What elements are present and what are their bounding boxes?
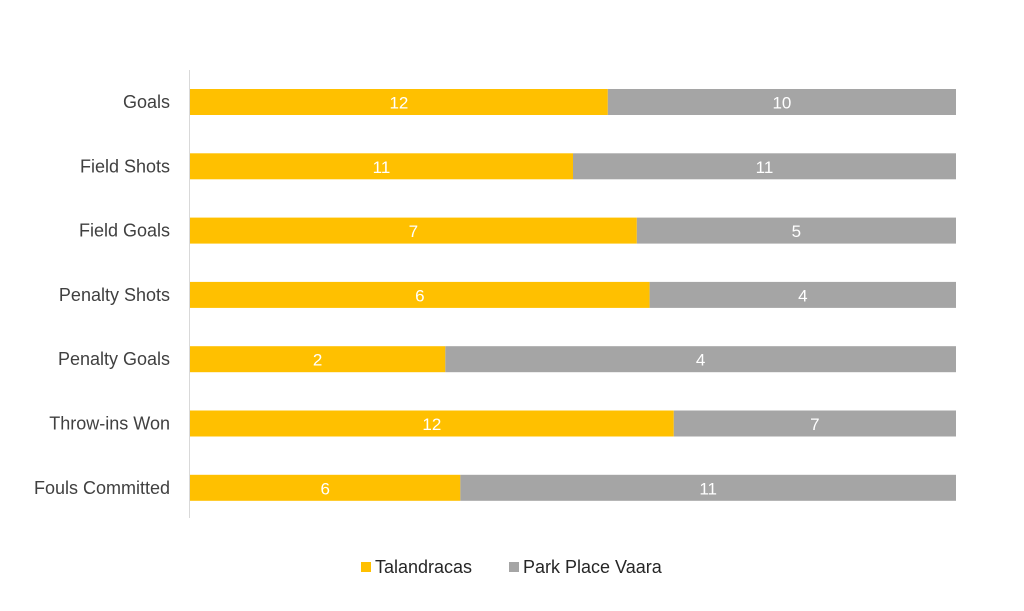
bar-park-place-vaara-fouls-committed	[460, 474, 956, 501]
bar-talandracas-penalty-goals	[190, 346, 446, 373]
data-label-talandracas-penalty-goals: 2	[313, 351, 322, 370]
data-label-talandracas-field-shots: 11	[373, 158, 391, 177]
bar-park-place-vaara-throw-ins-won	[673, 410, 956, 437]
bar-talandracas-goals	[190, 89, 608, 115]
category-label-goals: Goals	[123, 92, 170, 112]
data-label-park-place-vaara-penalty-shots: 4	[798, 286, 807, 305]
category-label-throw-ins-won: Throw-ins Won	[49, 414, 170, 434]
category-label-penalty-goals: Penalty Goals	[58, 349, 170, 369]
legend-label-talandracas: Talandracas	[375, 557, 472, 577]
bar-park-place-vaara-field-shots	[573, 153, 956, 180]
bar-park-place-vaara-goals	[607, 89, 956, 115]
bar-talandracas-field-shots	[190, 153, 573, 180]
bar-park-place-vaara-penalty-shots	[649, 281, 956, 308]
legend-swatch-talandracas	[361, 562, 371, 572]
data-label-park-place-vaara-fouls-committed: 11	[699, 479, 717, 498]
data-label-park-place-vaara-field-shots: 11	[756, 158, 774, 177]
bar-park-place-vaara-penalty-goals	[445, 346, 956, 373]
category-label-penalty-shots: Penalty Shots	[59, 285, 170, 305]
data-label-talandracas-goals: 12	[389, 94, 408, 113]
bar-talandracas-field-goals	[190, 217, 637, 244]
legend-swatch-park-place-vaara	[509, 562, 519, 572]
data-label-park-place-vaara-field-goals: 5	[792, 222, 801, 241]
bar-talandracas-fouls-committed	[190, 474, 461, 501]
category-label-fouls-committed: Fouls Committed	[34, 478, 170, 498]
data-label-talandracas-field-goals: 7	[409, 222, 418, 241]
data-label-talandracas-fouls-committed: 6	[320, 479, 329, 498]
labels-layer: Goals 12 10 Field Shots 11 11 Field Goals 7 5 Pen…	[34, 92, 820, 498]
bars-layer	[190, 89, 956, 501]
data-label-park-place-vaara-goals: 10	[772, 94, 791, 113]
data-label-talandracas-throw-ins-won: 12	[422, 415, 441, 434]
bar-talandracas-throw-ins-won	[190, 410, 674, 437]
data-label-park-place-vaara-throw-ins-won: 7	[810, 415, 819, 434]
category-label-field-goals: Field Goals	[79, 221, 170, 241]
legend-label-park-place-vaara: Park Place Vaara	[523, 557, 663, 577]
data-label-park-place-vaara-penalty-goals: 4	[696, 351, 705, 370]
data-label-talandracas-penalty-shots: 6	[415, 286, 424, 305]
bar-park-place-vaara-field-goals	[636, 217, 956, 244]
bar-talandracas-penalty-shots	[190, 281, 650, 308]
legend: Talandracas Park Place Vaara	[361, 557, 663, 577]
category-label-field-shots: Field Shots	[80, 156, 170, 176]
